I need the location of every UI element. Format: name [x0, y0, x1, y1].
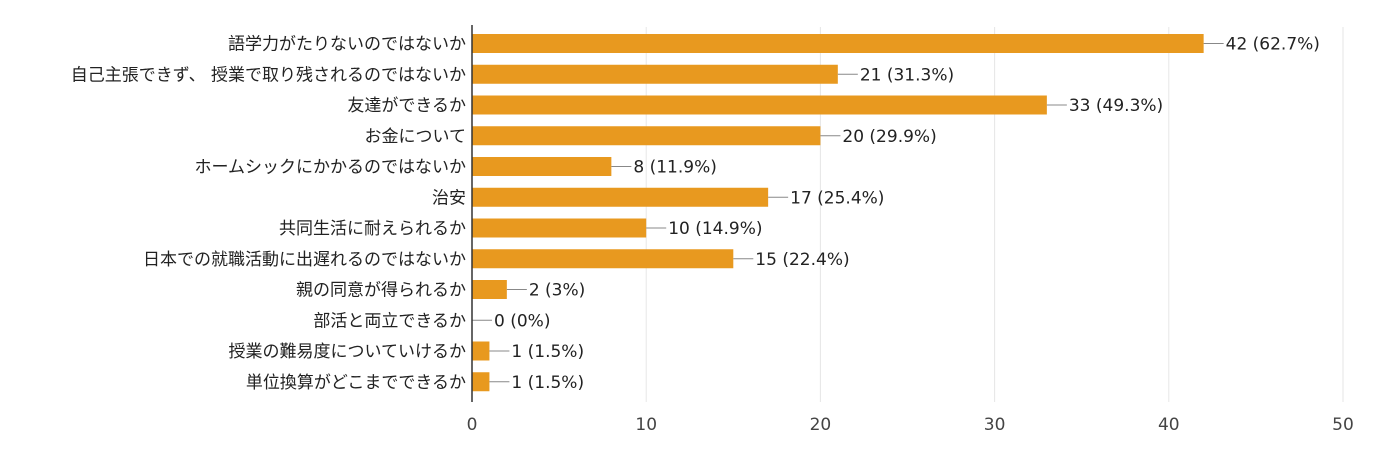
bar [472, 372, 490, 392]
bar [472, 95, 1047, 115]
bar [472, 126, 821, 146]
category-label: 友達ができるか [347, 96, 466, 116]
category-label: 部活と両立できるか [313, 311, 466, 331]
data-label: 8 (11.9%) [633, 158, 717, 178]
x-tick-label: 20 [810, 415, 832, 435]
data-label: 2 (3%) [529, 281, 585, 301]
category-label: 語学力がたりないのではないか [228, 35, 466, 55]
data-label: 21 (31.3%) [860, 65, 954, 85]
bar [472, 187, 769, 207]
bar [472, 157, 612, 176]
bar [472, 280, 507, 299]
category-label: 治安 [432, 188, 466, 208]
x-tick-label: 50 [1332, 415, 1354, 435]
data-label: 15 (22.4%) [755, 250, 849, 270]
bar [472, 249, 734, 269]
x-tick-label: 30 [984, 415, 1006, 435]
bars [472, 34, 1224, 392]
data-label: 1 (1.5%) [511, 373, 584, 393]
category-label: 日本での就職活動に出遅れるのではないか [143, 250, 466, 270]
data-label: 10 (14.9%) [668, 219, 762, 239]
data-label: 42 (62.7%) [1226, 35, 1320, 55]
bar [472, 218, 647, 238]
data-label: 17 (25.4%) [790, 188, 884, 208]
data-label: 20 (29.9%) [842, 127, 936, 147]
category-label: 自己主張できず、 授業で取り残されるのではないか [71, 65, 466, 85]
category-label: 共同生活に耐えられるか [279, 219, 466, 239]
category-label: 親の同意が得られるか [296, 281, 466, 301]
data-label: 33 (49.3%) [1069, 96, 1163, 116]
gridlines [645, 27, 1344, 402]
x-tick-label: 40 [1158, 415, 1180, 435]
labels: 0 10 20 30 40 50 42 (62.7%) 語学力がたりないのではないか 21 (3… [71, 35, 1354, 436]
x-tick-label: 10 [635, 415, 657, 435]
category-label: 単位換算がどこまでできるか [246, 373, 466, 393]
category-label: お金について [365, 127, 467, 147]
bar [472, 34, 1204, 53]
data-label: 0 (0%) [494, 311, 550, 331]
x-tick-label: 0 [467, 415, 478, 435]
bar [472, 341, 490, 361]
category-label: 授業の難易度についていけるか [229, 342, 467, 362]
bar [472, 64, 838, 84]
data-label: 1 (1.5%) [511, 342, 584, 362]
category-label: ホームシックにかかるのではないか [195, 158, 467, 178]
